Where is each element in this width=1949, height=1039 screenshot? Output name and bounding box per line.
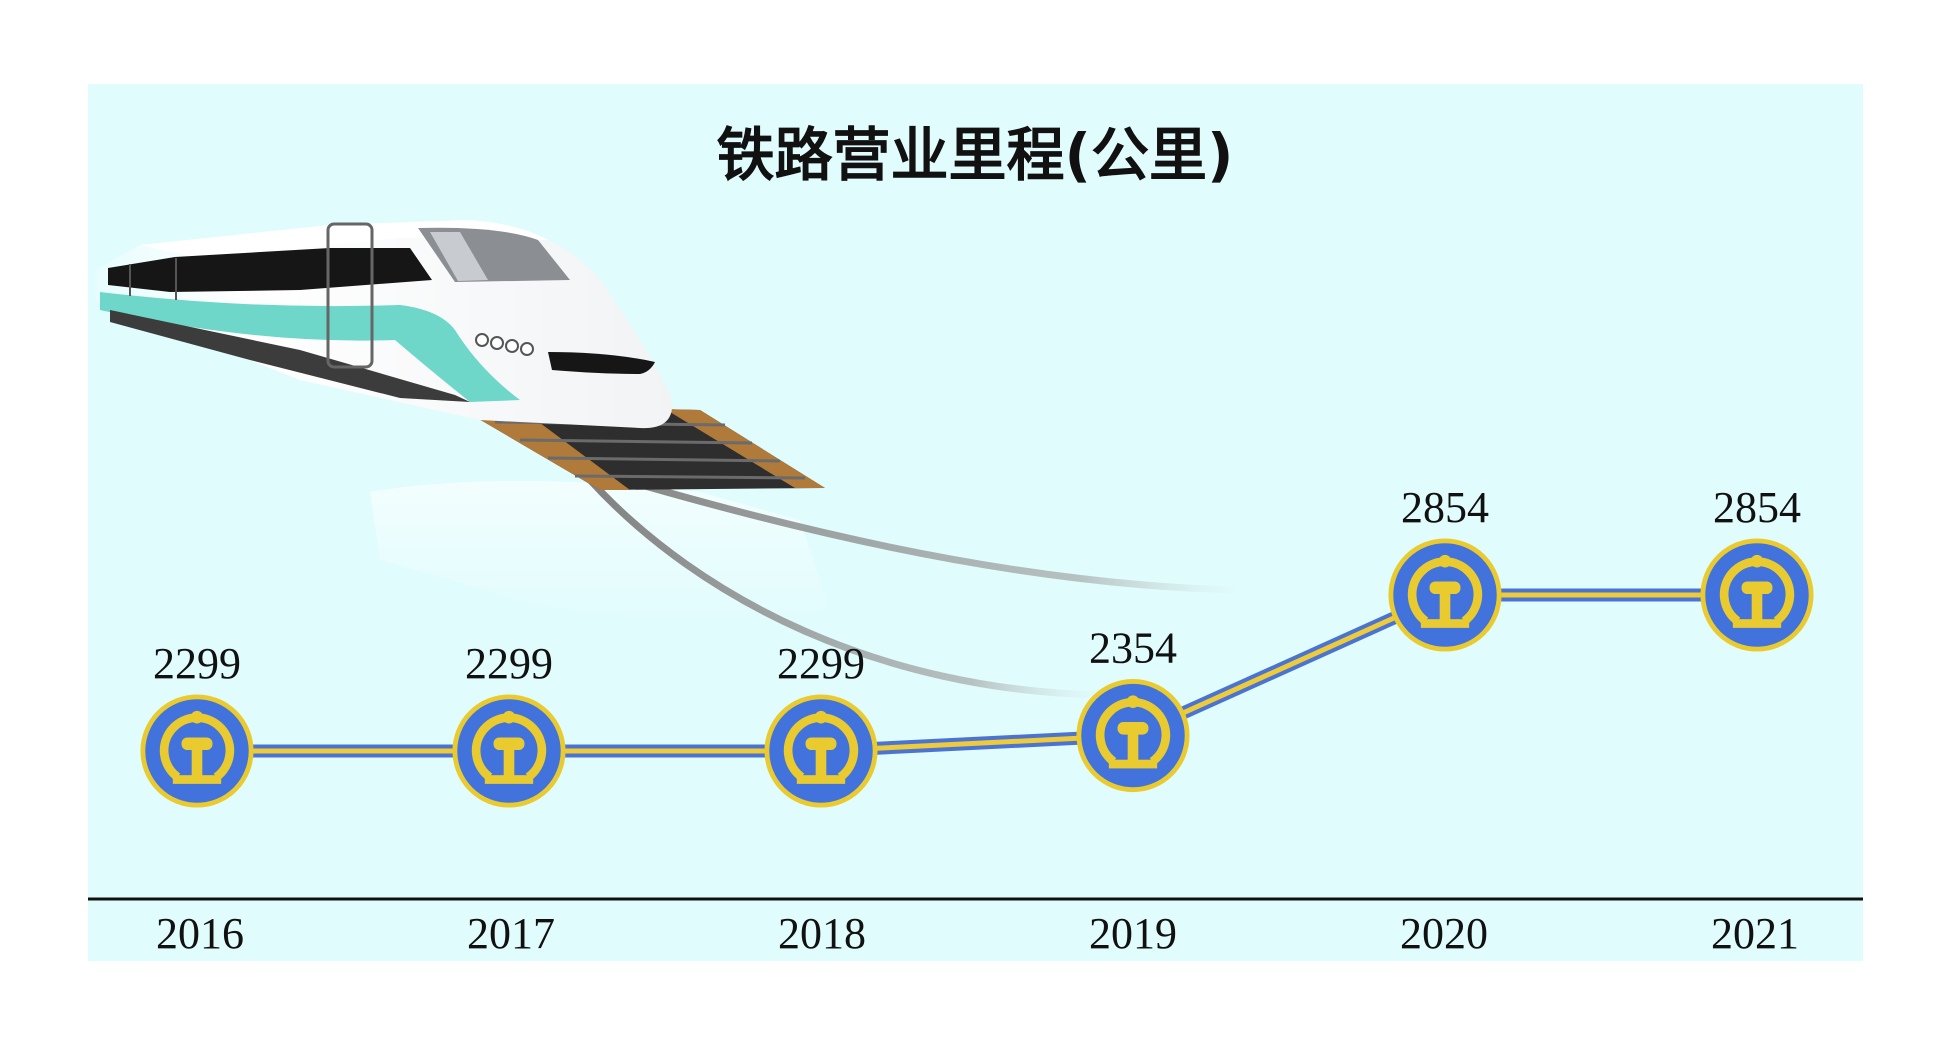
train-illustration bbox=[95, 220, 1241, 699]
data-label: 2299 bbox=[777, 639, 865, 688]
x-tick-label: 2016 bbox=[156, 909, 244, 958]
data-labels: 2299 2299 2299 2354 2854 2854 bbox=[153, 483, 1801, 688]
railway-logo-icon bbox=[767, 697, 875, 805]
chart-panel bbox=[88, 84, 1863, 961]
railway-logo-icon bbox=[1391, 541, 1499, 649]
track-curve-upper bbox=[589, 466, 1241, 594]
data-label: 2299 bbox=[153, 639, 241, 688]
data-label: 2354 bbox=[1089, 624, 1177, 673]
x-tick-label: 2021 bbox=[1711, 909, 1799, 958]
track-curve-lower bbox=[587, 477, 1101, 699]
railway-logo-icon bbox=[455, 697, 563, 805]
x-tick-label: 2018 bbox=[778, 909, 866, 958]
x-axis-tick-labels: 2016 2017 2018 2019 2020 2021 bbox=[156, 909, 1799, 958]
data-label: 2299 bbox=[465, 639, 553, 688]
x-tick-label: 2017 bbox=[467, 909, 555, 958]
chart-title: 铁路营业里程(公里) bbox=[716, 121, 1233, 189]
data-label: 2854 bbox=[1401, 483, 1489, 532]
x-tick-label: 2020 bbox=[1400, 909, 1488, 958]
data-label: 2854 bbox=[1713, 483, 1801, 532]
railway-logo-icon bbox=[1079, 681, 1187, 789]
railway-logo-icon bbox=[1703, 541, 1811, 649]
x-tick-label: 2019 bbox=[1089, 909, 1177, 958]
railway-logo-icon bbox=[143, 697, 251, 805]
